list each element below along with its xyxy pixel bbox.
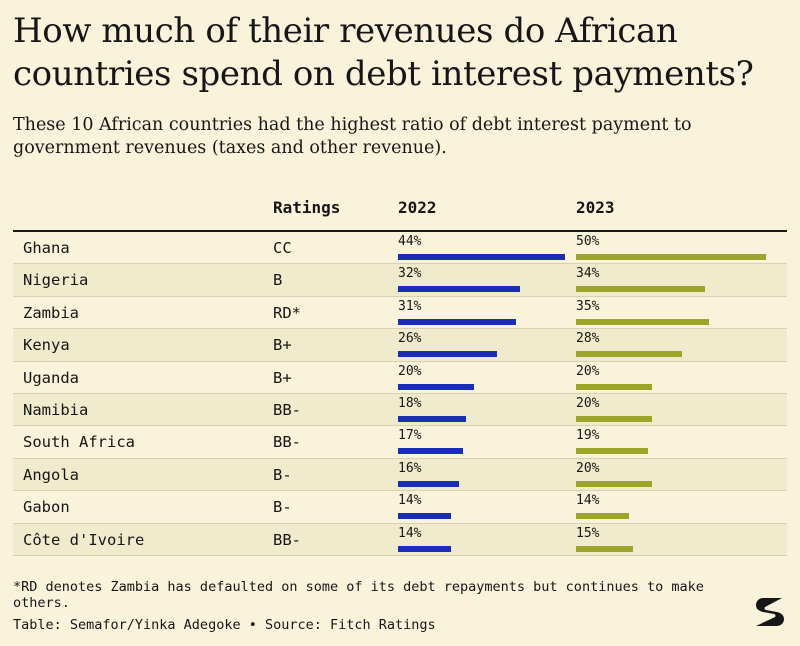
rating-label: RD* <box>273 303 301 322</box>
bar-2023 <box>576 513 630 520</box>
bar-2022 <box>398 318 516 325</box>
value-label-2022: 32% <box>398 266 422 282</box>
bar-2022 <box>398 254 566 260</box>
value-label-2023: 14% <box>576 493 600 509</box>
value-label-2023: 50% <box>576 234 600 249</box>
table-body: Ghana CC 44% 50% Nigeria B 32% 34% Zambia RD* 31% 3… <box>13 232 787 556</box>
bar-2022 <box>398 286 520 293</box>
country-label: Angola <box>23 465 79 484</box>
semafor-logo-icon <box>756 598 784 626</box>
value-label-2023: 35% <box>576 298 600 314</box>
bar-2022 <box>398 351 497 358</box>
table-row: Gabon B- 14% 14% <box>13 491 787 524</box>
rating-label: B+ <box>273 368 292 387</box>
header-rule <box>13 230 787 232</box>
value-label-2022: 14% <box>398 525 422 541</box>
value-label-2022: 18% <box>398 395 422 411</box>
value-label-2022: 26% <box>398 331 422 347</box>
country-label: Kenya <box>23 336 70 355</box>
value-label-2022: 20% <box>398 363 422 379</box>
value-label-2023: 34% <box>576 266 600 282</box>
header-2022: 2022 <box>398 198 437 217</box>
value-label-2023: 20% <box>576 460 600 476</box>
bar-2023 <box>576 383 652 390</box>
value-label-2023: 28% <box>576 331 600 347</box>
chart-title: How much of their revenues do African co… <box>13 11 754 94</box>
rating-label: BB- <box>273 400 301 419</box>
country-label: Côte d'Ivoire <box>23 530 145 549</box>
table-row: Côte d'Ivoire BB- 14% 15% <box>13 523 787 556</box>
bar-2022 <box>398 448 463 455</box>
rating-label: B <box>273 271 283 290</box>
value-label-2022: 31% <box>398 298 422 314</box>
bar-2023 <box>576 448 649 455</box>
table-row: Namibia BB- 18% 20% <box>13 393 787 427</box>
table-row: Kenya B+ 26% 28% <box>13 329 787 362</box>
bar-2022 <box>398 480 459 487</box>
bar-2022 <box>398 545 452 552</box>
table-row: Angola B- 16% 20% <box>13 458 787 492</box>
table-header: Ratings 2022 2023 <box>0 198 800 222</box>
country-label: Nigeria <box>23 271 89 290</box>
bar-2023 <box>576 545 633 552</box>
table-row: South Africa BB- 17% 19% <box>13 426 787 459</box>
bar-2023 <box>576 254 766 260</box>
value-label-2023: 20% <box>576 395 600 411</box>
bar-2023 <box>576 480 652 487</box>
header-ratings: Ratings <box>273 198 341 217</box>
value-label-2023: 15% <box>576 525 600 541</box>
table-row: Zambia RD* 31% 35% <box>13 297 787 330</box>
bar-2022 <box>398 415 467 422</box>
rating-label: B- <box>273 498 292 517</box>
country-label: Gabon <box>23 498 70 517</box>
country-label: Namibia <box>23 400 89 419</box>
bar-2023 <box>576 286 706 293</box>
value-label-2022: 16% <box>398 460 422 476</box>
country-label: Zambia <box>23 303 79 322</box>
table-row: Nigeria B 32% 34% <box>13 264 787 297</box>
value-label-2022: 14% <box>398 493 422 509</box>
country-label: South Africa <box>23 433 135 452</box>
value-label-2023: 19% <box>576 428 600 444</box>
header-2023: 2023 <box>576 198 615 217</box>
value-label-2022: 17% <box>398 428 422 444</box>
bar-2023 <box>576 318 709 325</box>
footnote: *RD denotes Zambia has defaulted on some… <box>13 579 704 611</box>
bar-2023 <box>576 415 652 422</box>
rating-label: B- <box>273 465 292 484</box>
country-label: Ghana <box>23 239 70 257</box>
rating-label: B+ <box>273 336 292 355</box>
chart-subtitle: These 10 African countries had the highe… <box>13 115 692 158</box>
source-credit: Table: Semafor/Yinka Adegoke • Source: F… <box>13 617 436 633</box>
value-label-2023: 20% <box>576 363 600 379</box>
bar-2022 <box>398 383 474 390</box>
bar-2023 <box>576 351 683 358</box>
rating-label: BB- <box>273 530 301 549</box>
table-row: Ghana CC 44% 50% <box>13 232 787 265</box>
rating-label: CC <box>273 239 292 257</box>
country-label: Uganda <box>23 368 79 387</box>
rating-label: BB- <box>273 433 301 452</box>
table-row: Uganda B+ 20% 20% <box>13 362 787 394</box>
bar-2022 <box>398 513 452 520</box>
value-label-2022: 44% <box>398 234 422 249</box>
